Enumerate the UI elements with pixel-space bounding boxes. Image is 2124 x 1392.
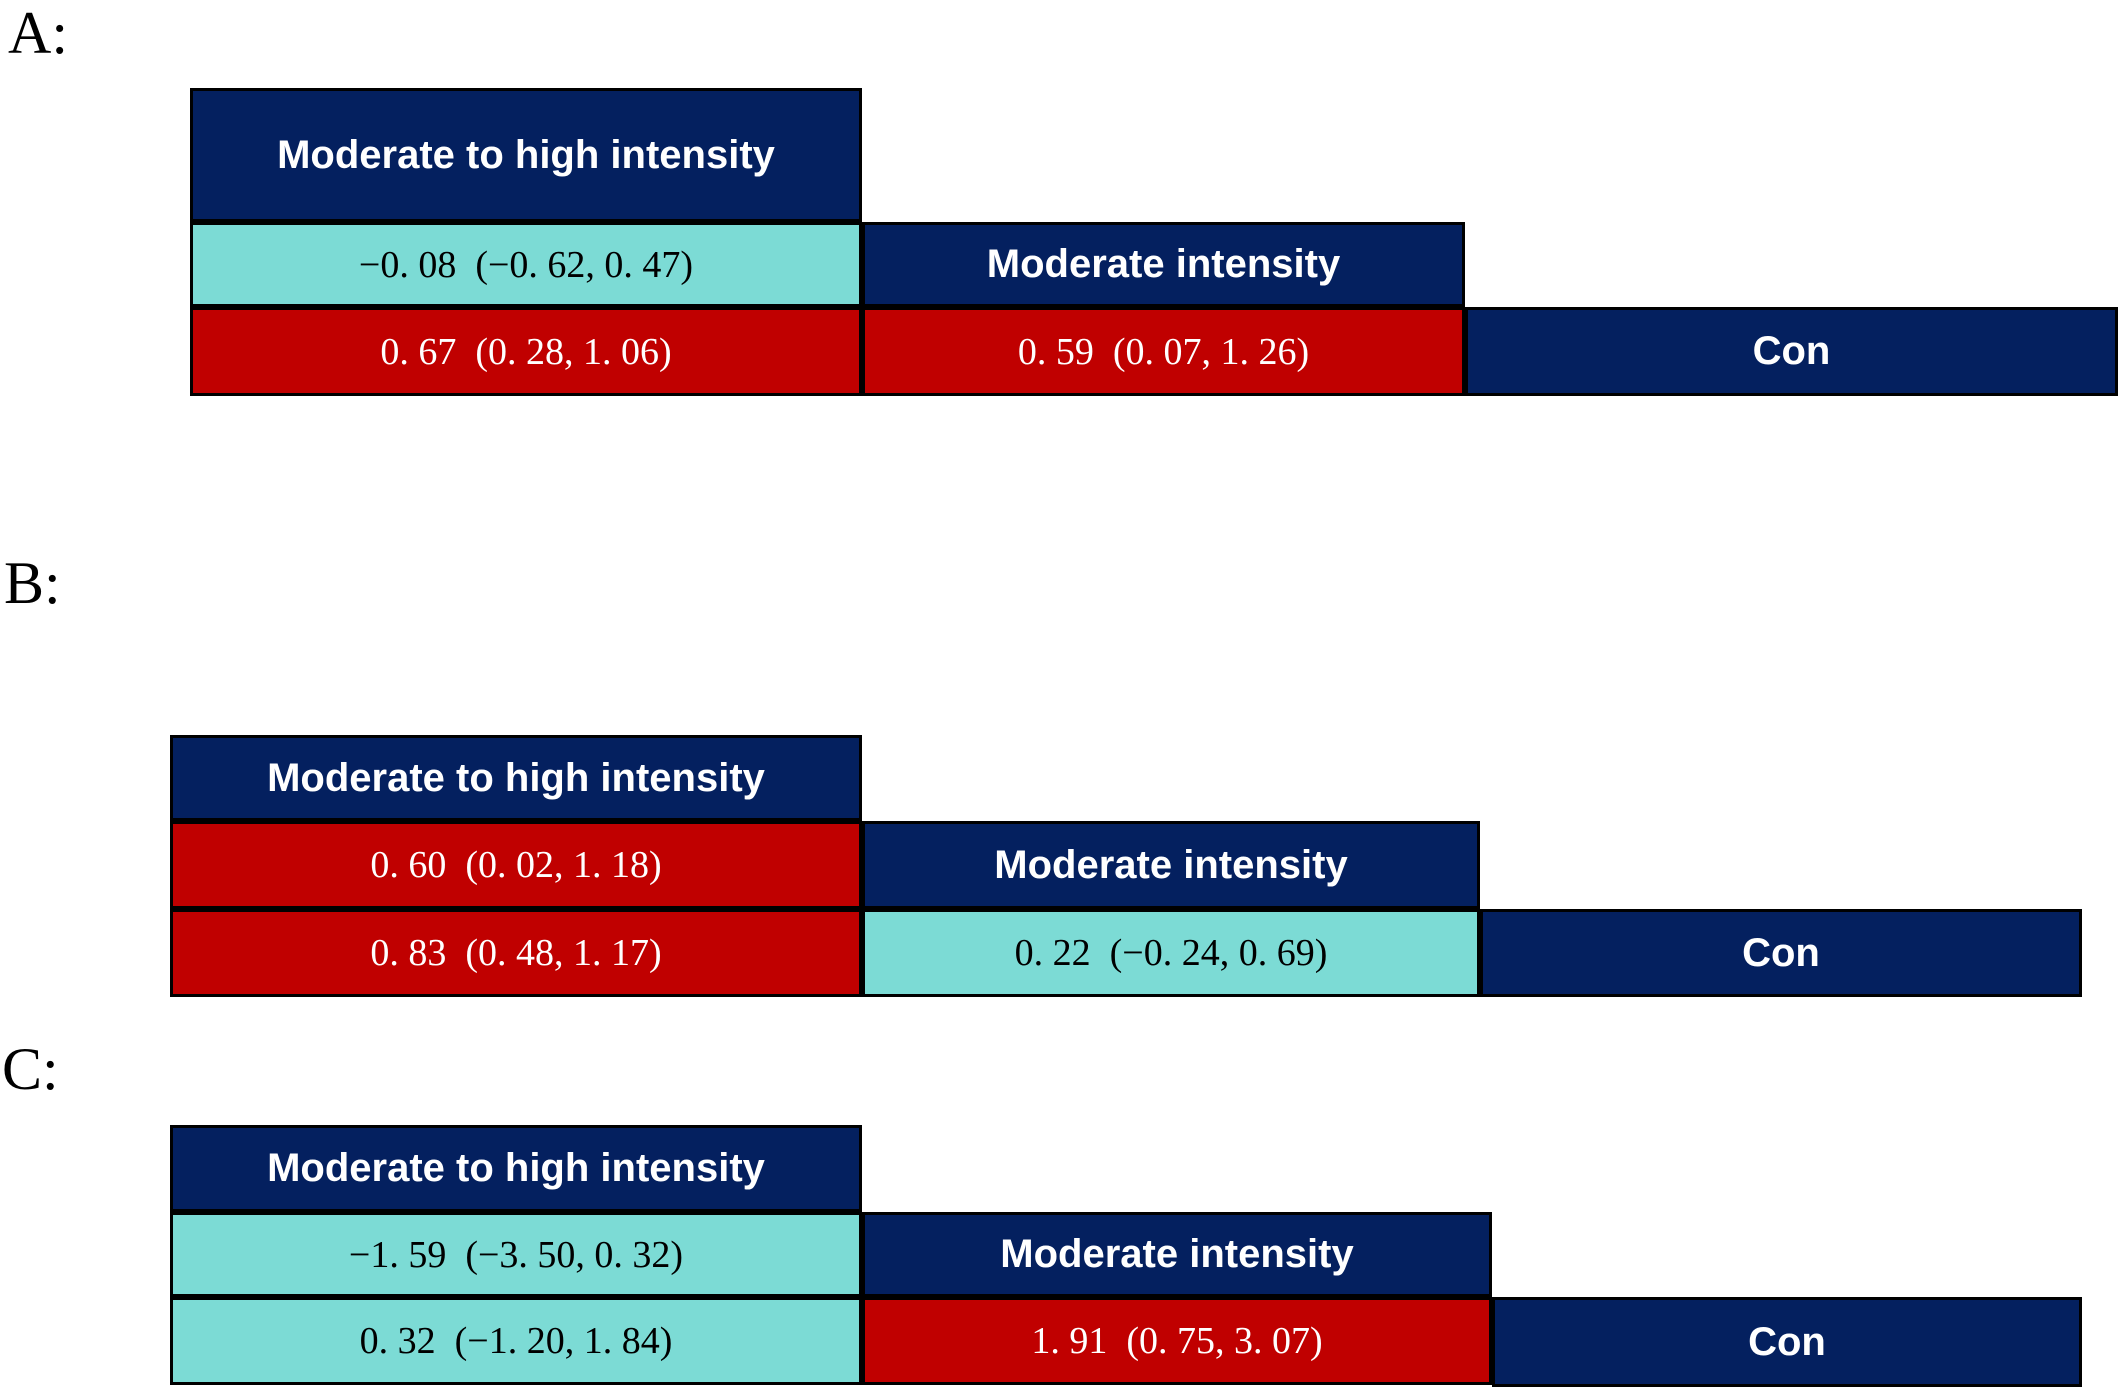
panel-b-label: B: [4, 550, 61, 616]
panel-c-label: C: [2, 1036, 59, 1102]
panel-b-effect-con-vs-mth: 0. 83 (0. 48, 1. 17) [170, 909, 862, 997]
panel-b-effect-moderate-vs-mth: 0. 60 (0. 02, 1. 18) [170, 821, 862, 909]
panel-c-effect-moderate-vs-mth: −1. 59 (−3. 50, 0. 32) [170, 1212, 862, 1297]
panel-c-header-moderate-to-high: Moderate to high intensity [170, 1125, 862, 1212]
panel-a-effect-moderate-vs-mth: −0. 08 (−0. 62, 0. 47) [190, 222, 862, 307]
panel-b-header-moderate: Moderate intensity [862, 821, 1480, 909]
panel-a-effect-con-vs-moderate: 0. 59 (0. 07, 1. 26) [862, 307, 1465, 396]
panel-b-effect-con-vs-moderate: 0. 22 (−0. 24, 0. 69) [862, 909, 1480, 997]
panel-a-effect-con-vs-mth: 0. 67 (0. 28, 1. 06) [190, 307, 862, 396]
panel-a-header-moderate-to-high: Moderate to high intensity [190, 88, 862, 222]
panel-b-header-con: Con [1480, 909, 2082, 997]
panel-c-header-con: Con [1492, 1297, 2082, 1387]
panel-a-header-con: Con [1465, 307, 2118, 396]
panel-a-label: A: [8, 0, 68, 66]
panel-b-header-moderate-to-high: Moderate to high intensity [170, 735, 862, 821]
panel-a-header-moderate: Moderate intensity [862, 222, 1465, 307]
panel-c-header-moderate: Moderate intensity [862, 1212, 1492, 1297]
panel-c-effect-con-vs-mth: 0. 32 (−1. 20, 1. 84) [170, 1297, 862, 1385]
panel-c-effect-con-vs-moderate: 1. 91 (0. 75, 3. 07) [862, 1297, 1492, 1385]
